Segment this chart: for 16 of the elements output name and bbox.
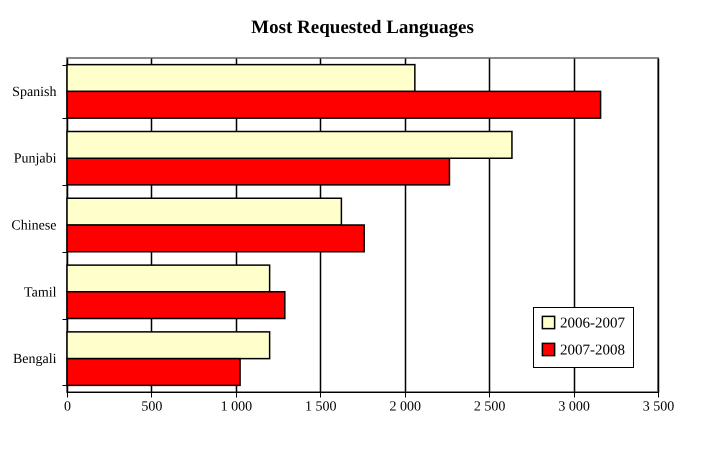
x-tick-label: 1 000: [220, 400, 252, 414]
y-tick-label: Punjabi: [14, 152, 57, 167]
chart-title: Most Requested Languages: [251, 17, 474, 38]
x-tick-label: 2 500: [474, 400, 506, 414]
legend-label: 2007-2008: [560, 342, 625, 358]
y-tick-label: Bengali: [12, 352, 57, 368]
y-tick-label: Spanish: [12, 84, 56, 100]
x-tick-label: 0: [64, 400, 71, 414]
legend-label: 2006-2007: [560, 316, 626, 332]
y-tick-label: Chinese: [11, 218, 56, 234]
y-tick-label: Tamil: [24, 285, 57, 300]
x-tick-label: 3 500: [642, 400, 674, 414]
x-tick-label: 1 500: [305, 400, 337, 414]
x-tick-label: 2 000: [389, 400, 421, 414]
x-tick-label: 3 000: [558, 400, 590, 414]
x-tick-label: 500: [141, 400, 162, 414]
